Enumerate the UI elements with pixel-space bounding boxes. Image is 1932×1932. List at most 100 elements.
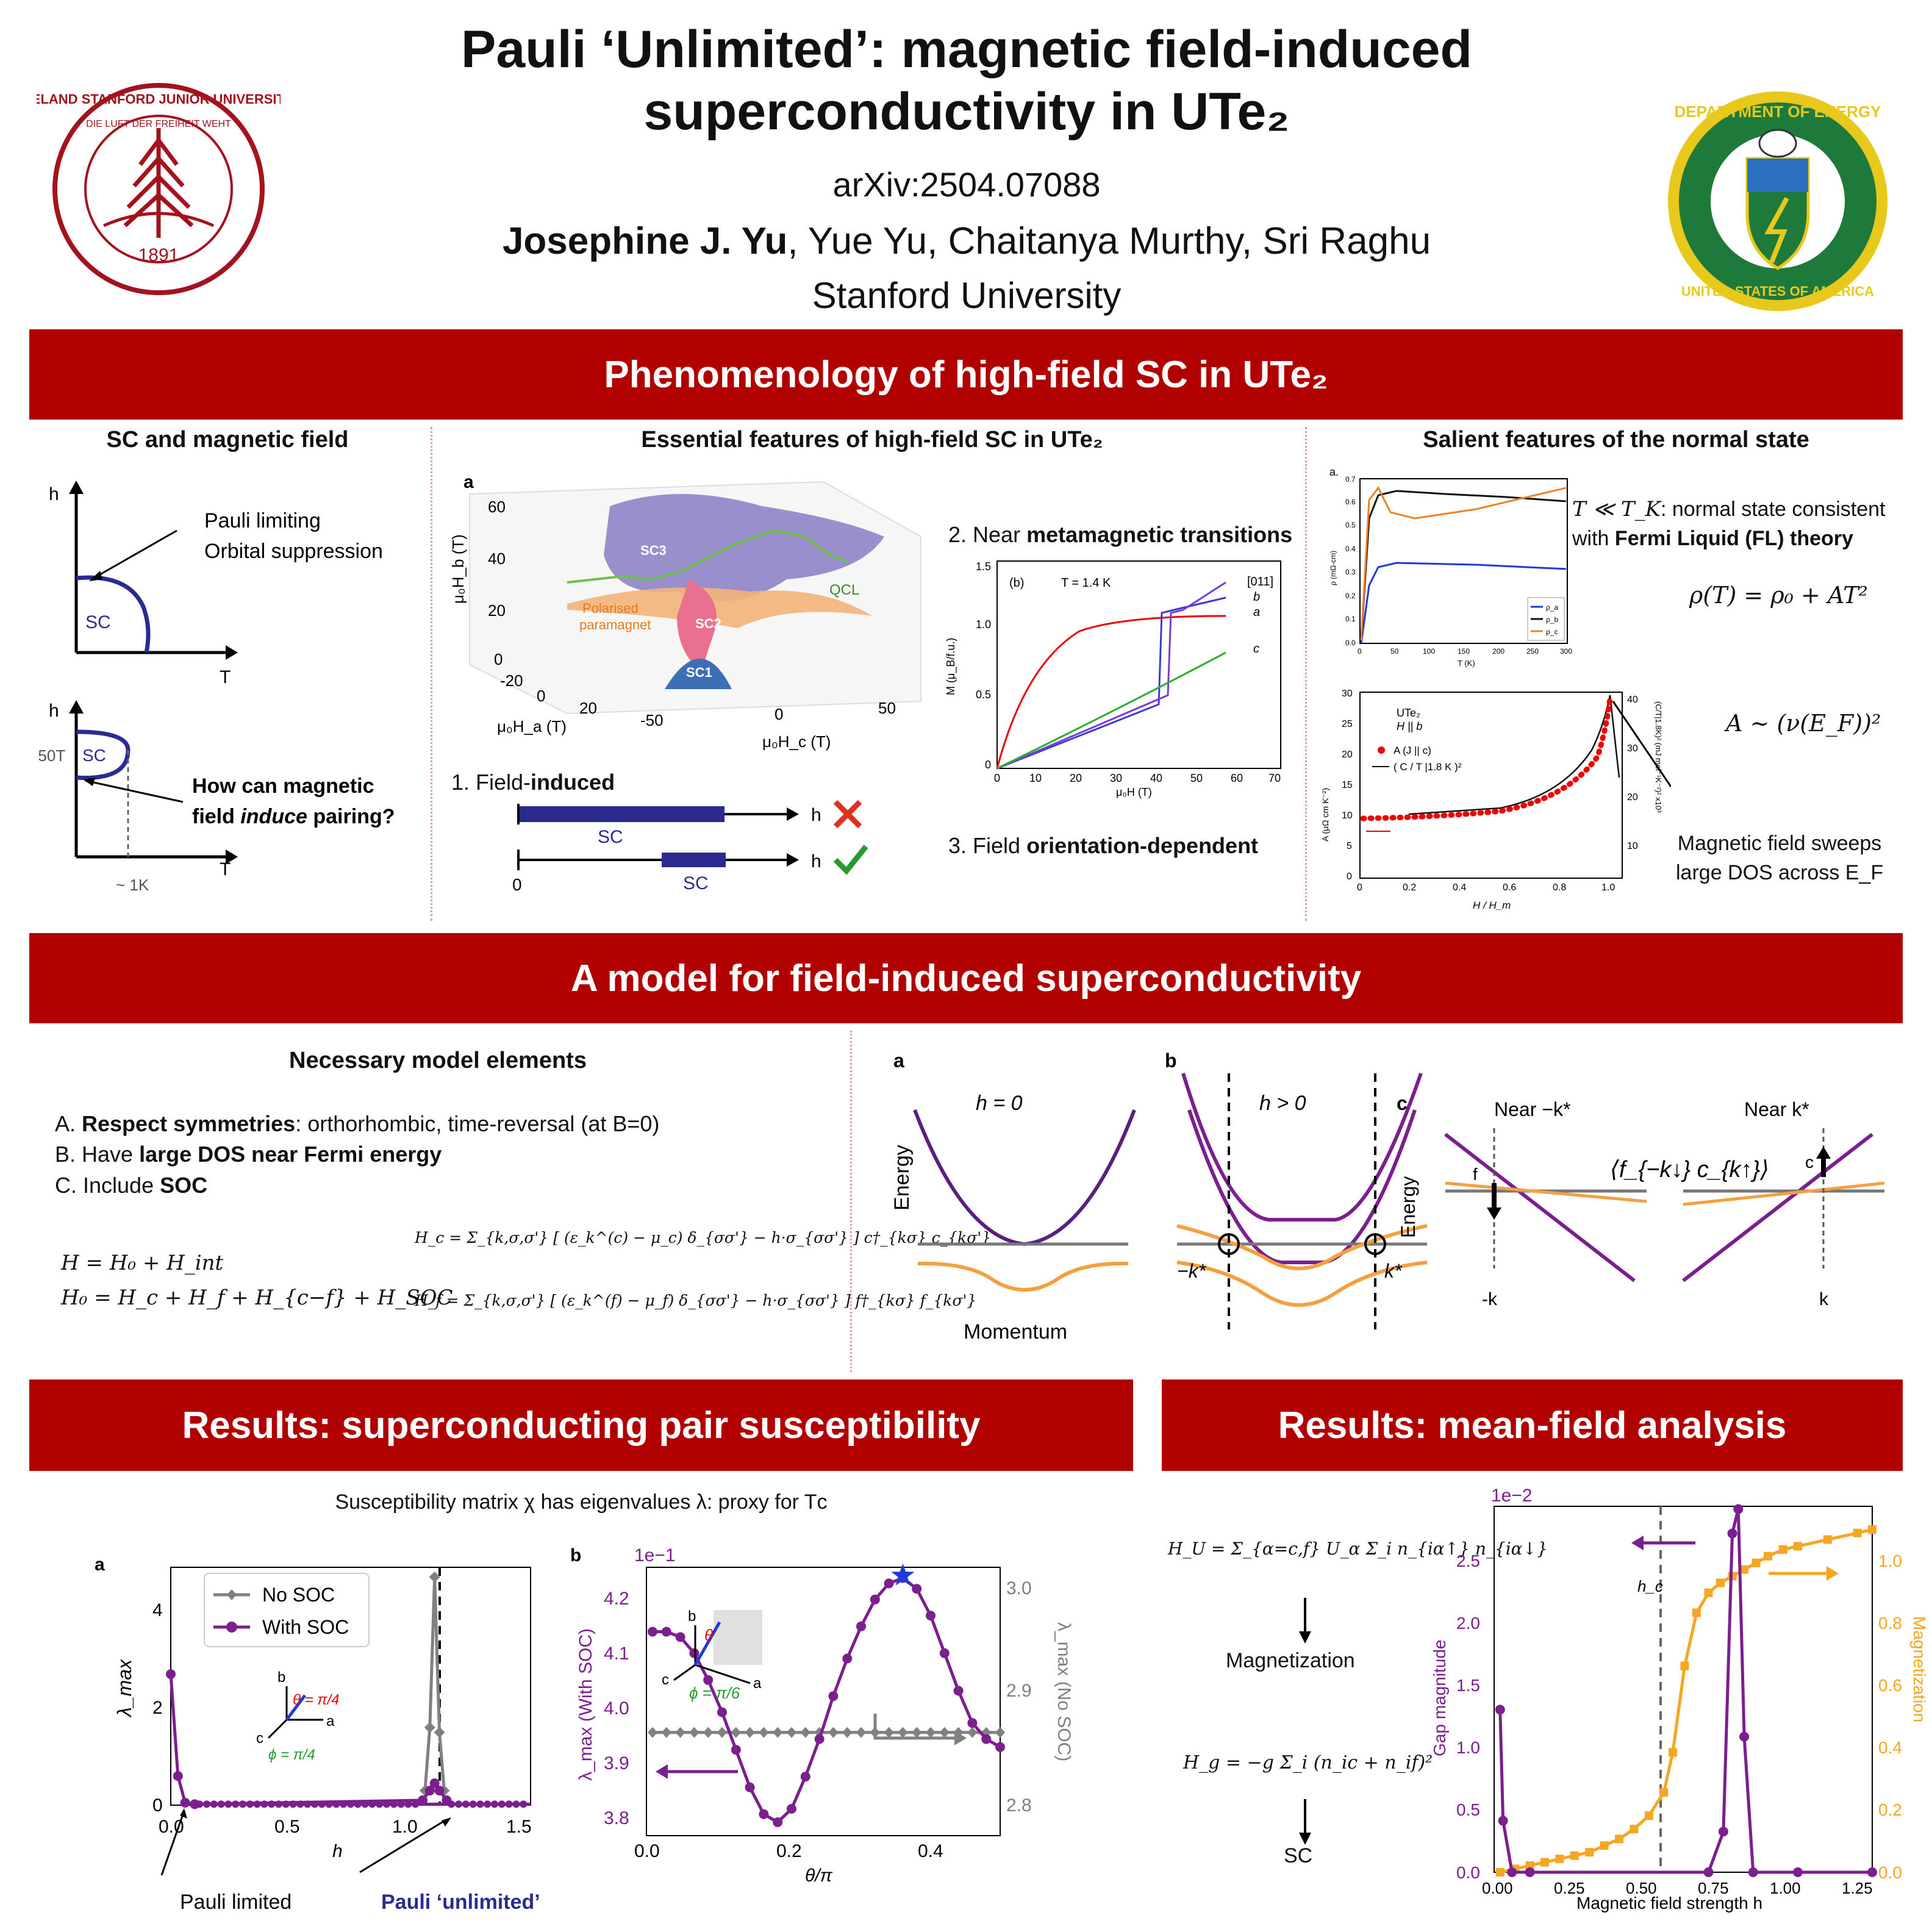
data-point: [1570, 1851, 1579, 1860]
svg-text:c: c: [662, 1672, 669, 1688]
svg-text:3.8: 3.8: [604, 1808, 629, 1828]
susceptibility-banner: Results: superconducting pair susceptibi…: [29, 1379, 1133, 1471]
data-point: [675, 1632, 685, 1642]
data-point: [424, 1722, 435, 1733]
z-axis-label: μ₀H_a (T): [497, 717, 567, 735]
svg-text:0.2: 0.2: [1878, 1800, 1902, 1819]
chart-a-yticks: 0 2 4: [152, 1600, 163, 1816]
svg-text:0.6: 0.6: [1503, 882, 1516, 893]
data-point: [484, 1800, 492, 1808]
data-point: [967, 1718, 978, 1728]
chart-c-ylabel-right: Magnetization: [1910, 1616, 1927, 1722]
svg-text:1.5: 1.5: [506, 1817, 532, 1837]
rho-xlabel: T (K): [1458, 659, 1475, 668]
legend-with-soc: With SOC: [262, 1616, 349, 1638]
svg-text:2.5: 2.5: [1456, 1551, 1480, 1570]
rho-ylabel: ρ (mΩ-cm): [1329, 551, 1337, 585]
data-point: [939, 1648, 950, 1658]
data-point: [731, 1745, 741, 1755]
z-tick: 20: [579, 699, 597, 717]
data-point: [648, 1726, 657, 1738]
z-tick: -20: [500, 671, 523, 690]
svg-text:ϕ = π/6: ϕ = π/6: [689, 1684, 740, 1702]
data-point: [1853, 1528, 1862, 1537]
chart-a-xlabel: h: [332, 1841, 343, 1861]
svg-text:0.2: 0.2: [1403, 882, 1416, 893]
svg-text:30: 30: [1342, 689, 1353, 699]
chart-c-series: [1495, 1504, 1877, 1877]
data-point: [912, 1584, 922, 1594]
z-tick: 0: [537, 687, 545, 705]
rho-legend-c: ρ_c: [1546, 628, 1558, 636]
author-list: Josephine J. Yu, Yue Yu, Chaitanya Murth…: [305, 220, 1628, 263]
stanford-seal-logo: 1891 LELAND STANFORD JUNIOR UNIVERSITY D…: [37, 83, 281, 295]
svg-text:20: 20: [1070, 772, 1082, 784]
y-axis-label: μ₀H_b (T): [449, 534, 467, 604]
svg-text:θ = π/4: θ = π/4: [293, 1692, 339, 1708]
data-point: [434, 1726, 445, 1738]
element-a: A. Respect symmetries: orthorhombic, tim…: [55, 1111, 660, 1136]
svg-text:150: 150: [1458, 647, 1470, 656]
data-point: [1733, 1504, 1744, 1514]
svg-text:25: 25: [1342, 719, 1353, 729]
down-arrow: [1299, 1799, 1311, 1845]
data-point: [912, 1726, 922, 1738]
svg-text:200: 200: [1492, 647, 1504, 656]
data-point: [731, 1726, 741, 1738]
data-point: [689, 1648, 699, 1658]
susceptibility-vs-field-chart: a 0 2 4 0.0 0.5 1.0 1.5 h λ_max No SOC W…: [95, 1555, 540, 1914]
tk-statement: T ≪ T_K: normal state consistent with Fer…: [1572, 497, 1886, 550]
data-point: [898, 1726, 908, 1738]
svg-text:4: 4: [152, 1600, 163, 1620]
pair-amplitude-label: ⟨f_{−k↓} c_{k↑}⟩: [1610, 1157, 1769, 1182]
data-point: [1680, 1661, 1689, 1670]
data-point: [842, 1726, 853, 1738]
data-point: [1692, 1608, 1701, 1617]
3d-phase-diagram: a 60 40 20 0 μ₀H_b (T) SC3 SC2 SC1 Polar…: [449, 472, 921, 751]
sc2-label: SC2: [695, 616, 721, 631]
svg-text:a: a: [753, 1675, 762, 1692]
data-point: [1555, 1855, 1564, 1864]
y-tick: 40: [488, 549, 506, 568]
data-point: [412, 1800, 420, 1808]
x-tick: 50: [878, 699, 896, 717]
svg-text:0.25: 0.25: [1554, 1879, 1585, 1897]
magnetization-line: [1500, 1528, 1873, 1874]
svg-text:0.2: 0.2: [1345, 592, 1356, 600]
down-arrow: [1299, 1598, 1311, 1644]
data-point: [1739, 1731, 1750, 1742]
svg-text:0: 0: [994, 772, 1000, 784]
item3-orientation: 3. Field orientation-dependent: [948, 833, 1259, 858]
data-point: [1600, 1841, 1609, 1850]
data-point: [1525, 1867, 1535, 1877]
chart-a-series: [166, 1571, 531, 1809]
c-label: c: [1805, 1153, 1814, 1172]
sc1-label: SC1: [686, 665, 712, 680]
svg-text:0: 0: [1357, 882, 1362, 893]
svg-text:0.1: 0.1: [1345, 615, 1356, 623]
data-point: [856, 1726, 866, 1738]
data-point: [180, 1798, 190, 1808]
pauli-unlimited-label: Pauli ‘unlimited’: [381, 1891, 540, 1914]
data-point: [469, 1800, 477, 1808]
k-label: k: [1819, 1289, 1829, 1309]
data-point: [1727, 1528, 1737, 1539]
axes-inset-a: b a c θ = π/4 ϕ = π/4: [256, 1669, 339, 1763]
data-point: [995, 1726, 1005, 1738]
axis-h: h: [49, 484, 59, 504]
svg-text:1.0: 1.0: [1878, 1551, 1902, 1570]
data-point: [1704, 1588, 1713, 1597]
curve-label-b: b: [1253, 590, 1260, 604]
doe-seal-logo: DEPARTMENT OF ENERGY UNITED STATES OF AM…: [1668, 91, 1887, 311]
data-point: [773, 1817, 783, 1827]
data-point: [1498, 1816, 1508, 1826]
data-point: [1716, 1578, 1725, 1587]
svg-text:15: 15: [1342, 780, 1353, 790]
rho-x-ticks: 0 50 100 150 200 250 300: [1358, 647, 1572, 656]
paramagnet-label: paramagnet: [579, 617, 651, 632]
svg-text:30: 30: [1627, 743, 1638, 754]
svg-text:2.0: 2.0: [1456, 1614, 1480, 1633]
data-point: [1868, 1525, 1877, 1534]
poster-title-line2: superconductivity in UTe₂: [643, 82, 1290, 141]
sc-region-label: SC: [85, 612, 111, 632]
